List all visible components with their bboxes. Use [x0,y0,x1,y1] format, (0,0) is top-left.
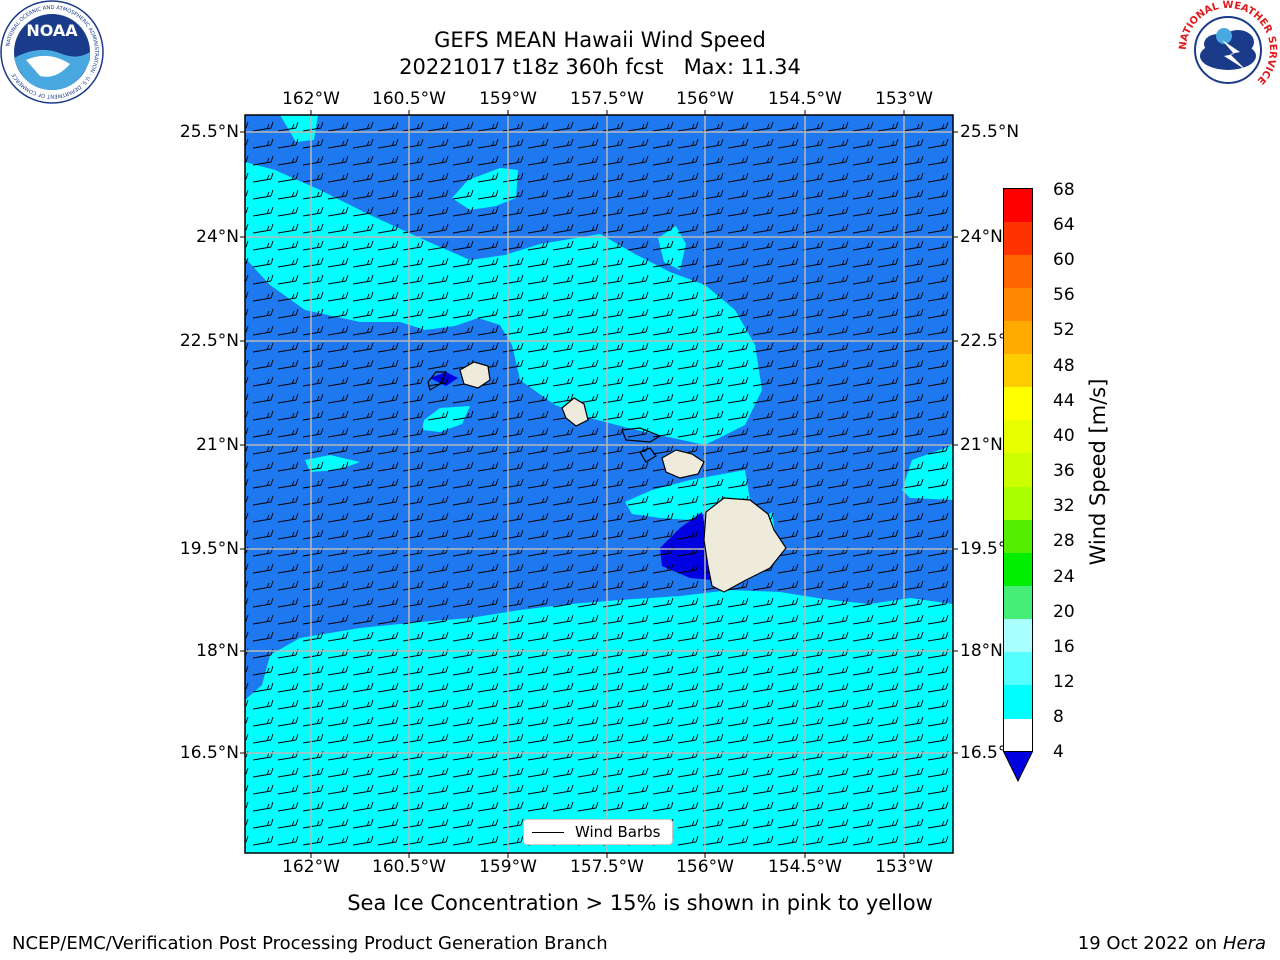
lon-label-top: 157.5°W [570,89,644,109]
colorbar-tick-label: 56 [1053,285,1075,305]
island-lanai [639,447,657,463]
lon-label-bottom: 153°W [875,857,933,877]
colorbar-swatch [1004,651,1032,686]
graticule [245,115,953,853]
colorbar-swatch [1004,618,1032,653]
colorbar-swatch [1004,585,1032,620]
colorbar-tick-label: 8 [1053,707,1064,727]
lat-label-right: 24°N [960,227,1003,247]
colorbar-swatch [1004,519,1032,554]
colorbar-tick-label: 64 [1053,215,1075,235]
colorbar-swatch [1004,255,1032,289]
colorbar-tick-label: 44 [1053,391,1075,411]
lon-label-bottom: 159°W [479,857,537,877]
footer-org: NCEP/EMC/Verification Post Processing Pr… [12,933,608,954]
lon-label-top: 162°W [282,89,340,109]
colorbar-tick-label: 52 [1053,320,1075,340]
map-legend: Wind Barbs [523,819,673,845]
max-value: Max: 11.34 [683,55,801,79]
lat-label-left: 18°N [196,641,239,661]
lat-label-left: 21°N [196,435,239,455]
lat-label-left: 25.5°N [179,122,239,142]
colorbar-tick-label: 48 [1053,356,1075,376]
lon-label-top: 153°W [875,89,933,109]
colorbar-extend-arrow [1003,751,1033,783]
lon-label-bottom: 162°W [282,857,340,877]
colorbar-swatch [1004,552,1032,587]
colorbar-tick-label: 24 [1053,567,1075,587]
lat-label-right: 21°N [960,435,1003,455]
lon-label-top: 159°W [479,89,537,109]
colorbar-swatch [1004,684,1032,719]
chart-title: GEFS MEAN Hawaii Wind Speed [434,28,766,52]
island-oahu [561,397,589,427]
island-hawaii [703,497,787,593]
colorbar-swatch [1004,420,1032,455]
colorbar-swatch [1004,189,1032,223]
legend-label: Wind Barbs [575,823,661,841]
map-frame [244,114,954,854]
nws-logo: NATIONAL WEATHER SERVICE [1178,0,1280,100]
footer-machine: Hera [1222,933,1266,954]
colorbar-swatch [1004,222,1032,256]
lat-label-left: 24°N [196,227,239,247]
chart-subtitle: 20221017 t18z 360h fcst Max: 11.34 [0,54,1200,80]
tick-marks [240,110,958,858]
forecast-date: 20221017 t18z 360h fcst [399,55,664,79]
sea-ice-note: Sea Ice Concentration > 15% is shown in … [0,891,1280,915]
colorbar-swatch [1004,354,1032,388]
colorbar-tick-label: 40 [1053,426,1075,446]
colorbar-swatch [1004,321,1032,355]
colorbar-tick-label: 4 [1053,742,1064,762]
footer-date-text: 19 Oct 2022 on [1077,933,1223,954]
lon-label-top: 156°W [676,89,734,109]
lat-label-left: 19.5°N [179,539,239,559]
lat-label-right: 25.5°N [960,122,1020,142]
lat-label-left: 16.5°N [179,743,239,763]
lon-label-bottom: 156°W [676,857,734,877]
noaa-logo: NOAA NATIONAL OCEANIC AND ATMOSPHERIC AD… [0,0,104,104]
wind-barbs [245,115,953,853]
colorbar-swatch [1004,288,1032,322]
colorbar-tick-label: 28 [1053,531,1075,551]
sea-ice-note-text: Sea Ice Concentration > 15% is shown in … [347,891,933,915]
colorbar-swatch [1004,453,1032,488]
island-molokai [621,427,662,443]
island-maui [661,449,705,479]
colorbar-tick-label: 60 [1053,250,1075,270]
colorbar [1003,188,1033,752]
lat-label-right: 18°N [960,641,1003,661]
colorbar-swatch [1004,486,1032,521]
colorbar-tick-label: 12 [1053,672,1075,692]
lon-label-top: 154.5°W [768,89,842,109]
island-niihau [427,371,447,391]
lat-label-left: 22.5°N [179,331,239,351]
legend-line-icon [532,832,564,833]
lon-label-bottom: 154.5°W [768,857,842,877]
island-kauai [459,361,491,389]
footer-date: 19 Oct 2022 on Hera [1078,933,1266,954]
lon-label-bottom: 160.5°W [372,857,446,877]
colorbar-tick-label: 36 [1053,461,1075,481]
lon-label-top: 160.5°W [372,89,446,109]
svg-text:NOAA: NOAA [26,21,78,40]
lon-label-bottom: 157.5°W [570,857,644,877]
colorbar-tick-label: 16 [1053,637,1075,657]
colorbar-tick-label: 20 [1053,602,1075,622]
colorbar-tick-label: 68 [1053,180,1075,200]
colorbar-swatch [1004,387,1032,421]
colorbar-axis-label: Wind Speed [m/s] [1086,378,1110,566]
colorbar-tick-label: 32 [1053,496,1075,516]
